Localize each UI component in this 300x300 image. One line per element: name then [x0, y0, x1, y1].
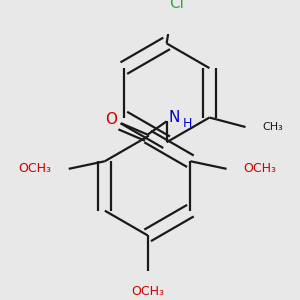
Text: Cl: Cl [169, 0, 184, 11]
Text: H: H [183, 117, 192, 130]
Text: OCH₃: OCH₃ [131, 285, 164, 298]
Text: O: O [106, 112, 118, 127]
Text: CH₃: CH₃ [262, 122, 284, 132]
Text: OCH₃: OCH₃ [19, 162, 52, 176]
Text: N: N [169, 110, 180, 125]
Text: OCH₃: OCH₃ [244, 162, 277, 176]
